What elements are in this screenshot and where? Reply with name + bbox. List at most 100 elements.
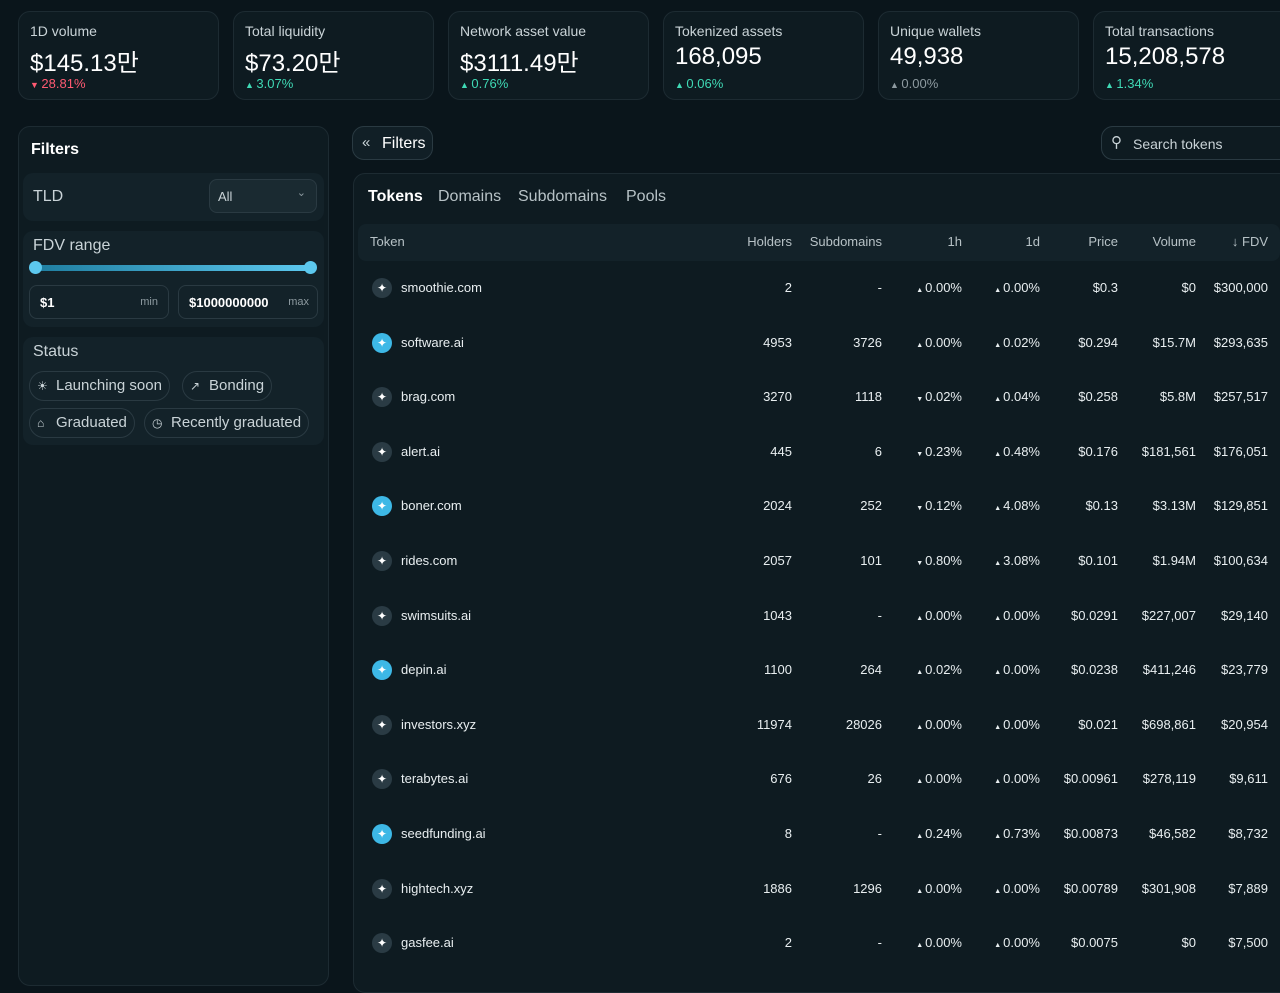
token-name[interactable]: rides.com — [401, 553, 458, 568]
token-name[interactable]: alert.ai — [401, 443, 441, 459]
change-text: 28.81% — [41, 76, 86, 91]
status-chip[interactable]: Launching soon ☀ — [29, 371, 170, 401]
trend-arrow: ▲ — [916, 287, 926, 294]
chip-icon: ☀ — [37, 379, 48, 393]
stat-change: ▲ 3.07% — [245, 76, 293, 91]
column-header[interactable]: ↓ FDV — [1232, 234, 1268, 249]
change-cell: ▲ 0.02% — [916, 662, 962, 677]
column-header[interactable]: 1d — [1026, 234, 1040, 249]
change-cell: ▲ 0.00% — [994, 280, 1040, 295]
token-name[interactable]: hightech.xyz — [401, 880, 474, 896]
token-icon: ✦ — [372, 660, 392, 681]
status-chip[interactable]: Graduated ⌂ — [29, 408, 135, 438]
subdomains-cell: 1296 — [853, 880, 882, 896]
token-icon: ✦ — [372, 933, 392, 954]
page: 1D volume $145.13만 ▼ 28.81% Total liquidity… — [18, 11, 1280, 993]
token-name[interactable]: terabytes.ai — [401, 771, 469, 787]
table-header-bg — [358, 224, 1280, 261]
token-icon: ✦ — [372, 496, 392, 517]
stat-card: 1D volume $145.13만 ▼ 28.81% — [18, 11, 219, 100]
column-header[interactable]: Volume — [1153, 234, 1196, 249]
token-name[interactable]: gasfee.ai — [401, 935, 454, 951]
fdv-cell: $293,635 — [1213, 334, 1268, 350]
token-row[interactable] — [358, 370, 1280, 424]
fdv-cell: $8,732 — [1228, 826, 1268, 841]
subdomains-cell: 28026 — [845, 716, 882, 732]
change-cell: ▲ 0.00% — [994, 935, 1040, 950]
column-header[interactable]: 1h — [948, 234, 962, 249]
change-cell: ▲ 0.04% — [994, 389, 1040, 404]
stat-change: ▲ 0.00% — [890, 76, 938, 91]
price-cell: $0.258 — [1078, 389, 1118, 405]
price-cell: $0.0238 — [1071, 662, 1118, 678]
token-row[interactable] — [358, 916, 1280, 970]
column-header[interactable]: Subdomains — [810, 234, 882, 249]
change-cell: ▲ 4.08% — [994, 498, 1040, 513]
holders-cell: 1886 — [763, 880, 792, 896]
token-name[interactable]: depin.ai — [401, 662, 447, 678]
token-name[interactable]: investors.xyz — [401, 716, 477, 732]
tab[interactable]: Pools — [626, 188, 667, 205]
fdv-max-input[interactable]: $1000000000 max — [178, 285, 318, 319]
search-input[interactable]: ⚲ Search tokens — [1101, 126, 1280, 160]
change-text: 0.00% — [925, 935, 962, 951]
header-text: Token — [370, 234, 405, 249]
token-row[interactable] — [358, 316, 1280, 370]
trend-arrow: ▲ — [994, 341, 1004, 349]
toggle-icon: « — [362, 134, 371, 151]
token-name[interactable]: boner.com — [401, 498, 462, 514]
trend-arrow: ▲ — [460, 80, 472, 90]
token-name[interactable]: swimsuits.ai — [401, 607, 472, 623]
trend-arrow: ▲ — [994, 669, 1004, 677]
token-name[interactable]: software.ai — [401, 334, 464, 350]
volume-cell: $0 — [1181, 280, 1196, 295]
slider-track[interactable] — [35, 265, 311, 271]
stat-card: Tokenized assets 168,095 ▲ 0.06% — [663, 11, 864, 100]
token-name[interactable]: brag.com — [401, 389, 456, 405]
fdv-cell: $9,611 — [1229, 771, 1268, 787]
token-icon: ✦ — [372, 441, 392, 462]
change-text: 0.00% — [1003, 280, 1040, 295]
header-text: Volume — [1152, 234, 1196, 249]
stat-card: Unique wallets 49,938 ▲ 0.00% — [878, 11, 1079, 100]
column-header[interactable]: Holders — [747, 234, 792, 249]
fdv-min-input[interactable]: $1 min — [29, 285, 169, 319]
volume-cell: $698,861 — [1141, 716, 1196, 732]
filters-toggle[interactable]: « Filters — [352, 126, 433, 160]
price-cell: $0.294 — [1078, 334, 1118, 350]
change-text: 1.34% — [1116, 76, 1154, 91]
price-cell: $0.00789 — [1063, 880, 1118, 896]
token-name[interactable]: seedfunding.ai — [401, 826, 486, 841]
column-header[interactable]: Price — [1088, 234, 1118, 249]
status-chip[interactable]: Bonding ↗ — [182, 371, 273, 401]
fdv-cell: $7,500 — [1228, 935, 1268, 951]
tab[interactable]: Domains — [438, 188, 502, 205]
chip-icon: ↗ — [190, 379, 201, 393]
stat-card: Total transactions 15,208,578 ▲ 1.34% — [1093, 11, 1280, 100]
token-row[interactable] — [358, 752, 1280, 806]
stat-card: Total liquidity $73.20만 ▲ 3.07% — [233, 11, 434, 100]
status-chip[interactable]: Recently graduated ◷ — [144, 408, 310, 438]
volume-cell: $301,908 — [1141, 880, 1196, 896]
change-text: 4.08% — [1003, 498, 1040, 514]
slider-handle[interactable] — [304, 261, 317, 274]
token-row[interactable] — [358, 807, 1280, 861]
stat-label: Tokenized assets — [675, 23, 783, 39]
token-row[interactable] — [358, 479, 1280, 533]
tab[interactable]: Tokens — [368, 188, 423, 205]
tab[interactable]: Subdomains — [518, 188, 607, 205]
change-cell: ▲ 0.00% — [994, 662, 1040, 677]
header-text: FDV — [1242, 234, 1268, 249]
tld-select[interactable]: All ⌄ — [209, 179, 317, 213]
token-row[interactable] — [358, 534, 1280, 588]
slider-handle[interactable] — [29, 261, 42, 274]
change-cell: ▲ 0.00% — [916, 935, 962, 950]
token-row[interactable] — [358, 643, 1280, 697]
token-name[interactable]: smoothie.com — [401, 280, 482, 295]
column-header: Token — [370, 234, 405, 249]
holders-cell: 2024 — [763, 498, 792, 514]
change-text: 3.08% — [1003, 553, 1040, 568]
volume-cell: $15.7M — [1152, 334, 1196, 350]
token-row[interactable] — [358, 261, 1280, 315]
change-cell: ▼ 0.02% — [916, 389, 962, 404]
